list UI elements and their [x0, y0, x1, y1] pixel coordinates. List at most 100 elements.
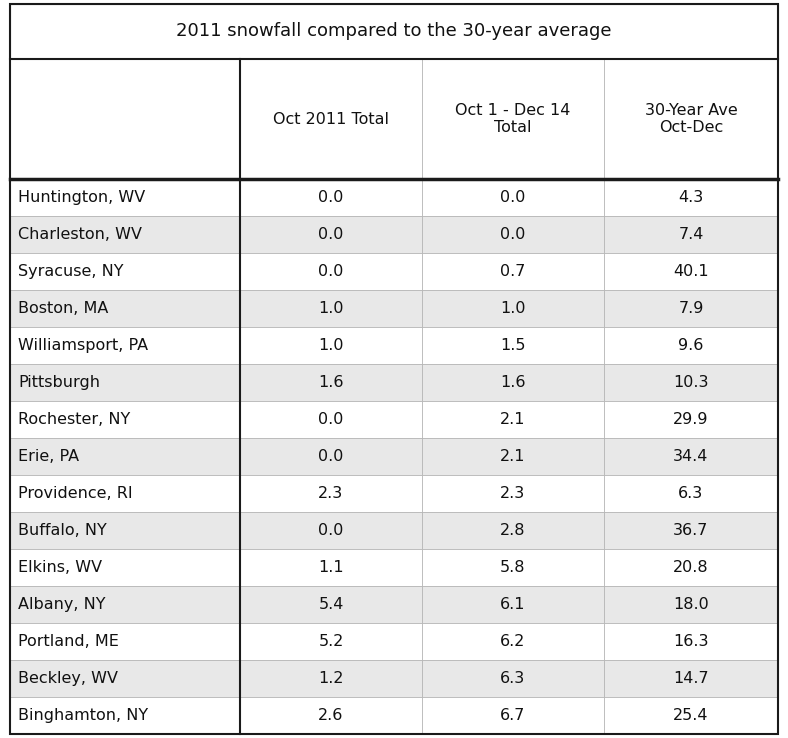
Bar — [422, 586, 604, 623]
Bar — [240, 364, 422, 401]
Bar — [604, 179, 778, 216]
Text: 2.1: 2.1 — [500, 449, 526, 464]
Bar — [604, 327, 778, 364]
Bar — [422, 290, 604, 327]
Bar — [422, 179, 604, 216]
Bar — [604, 216, 778, 253]
Text: 2.3: 2.3 — [500, 486, 526, 501]
Text: Albany, NY: Albany, NY — [18, 597, 106, 612]
Text: Oct 1 - Dec 14
Total: Oct 1 - Dec 14 Total — [455, 103, 571, 135]
Text: 36.7: 36.7 — [673, 523, 708, 538]
Text: Charleston, WV: Charleston, WV — [18, 227, 142, 242]
Text: Portland, ME: Portland, ME — [18, 634, 119, 649]
Text: Buffalo, NY: Buffalo, NY — [18, 523, 106, 538]
Bar — [422, 697, 604, 734]
Text: 30-Year Ave
Oct-Dec: 30-Year Ave Oct-Dec — [645, 103, 738, 135]
Bar — [422, 549, 604, 586]
Text: Binghamton, NY: Binghamton, NY — [18, 708, 148, 723]
Bar — [10, 549, 240, 586]
Text: Pittsburgh: Pittsburgh — [18, 375, 100, 390]
Text: 10.3: 10.3 — [673, 375, 708, 390]
Text: 0.0: 0.0 — [318, 412, 344, 427]
Text: 29.9: 29.9 — [673, 412, 708, 427]
Bar — [422, 660, 604, 697]
Bar — [10, 216, 240, 253]
Bar — [240, 216, 422, 253]
Bar — [604, 364, 778, 401]
Text: Huntington, WV: Huntington, WV — [18, 190, 145, 205]
Text: 1.6: 1.6 — [318, 375, 344, 390]
Bar — [10, 327, 240, 364]
Bar — [604, 586, 778, 623]
Text: Providence, RI: Providence, RI — [18, 486, 132, 501]
Bar — [10, 253, 240, 290]
Bar — [604, 59, 778, 179]
Text: 25.4: 25.4 — [673, 708, 708, 723]
Bar — [604, 512, 778, 549]
Bar — [604, 475, 778, 512]
Text: Rochester, NY: Rochester, NY — [18, 412, 130, 427]
Text: 14.7: 14.7 — [673, 671, 709, 686]
Bar — [10, 438, 240, 475]
Text: 7.4: 7.4 — [678, 227, 704, 242]
Text: 0.0: 0.0 — [500, 227, 526, 242]
Bar — [604, 438, 778, 475]
Text: Elkins, WV: Elkins, WV — [18, 560, 102, 575]
Text: 18.0: 18.0 — [673, 597, 709, 612]
Bar — [10, 401, 240, 438]
Text: 1.1: 1.1 — [318, 560, 344, 575]
Bar — [10, 512, 240, 549]
Text: 2.8: 2.8 — [500, 523, 526, 538]
Bar — [422, 401, 604, 438]
Bar — [422, 253, 604, 290]
Text: 16.3: 16.3 — [673, 634, 708, 649]
Text: 4.3: 4.3 — [678, 190, 704, 205]
Text: 6.3: 6.3 — [678, 486, 704, 501]
Bar — [240, 253, 422, 290]
Text: 20.8: 20.8 — [673, 560, 709, 575]
Bar — [240, 59, 422, 179]
Text: 34.4: 34.4 — [673, 449, 708, 464]
Text: 5.2: 5.2 — [318, 634, 344, 649]
Bar — [10, 179, 240, 216]
Text: 7.9: 7.9 — [678, 301, 704, 316]
Bar — [604, 623, 778, 660]
Bar — [240, 512, 422, 549]
Text: 0.0: 0.0 — [318, 190, 344, 205]
Text: 0.0: 0.0 — [500, 190, 526, 205]
Text: 1.0: 1.0 — [318, 338, 344, 353]
Bar — [240, 438, 422, 475]
Bar — [240, 623, 422, 660]
Bar — [10, 660, 240, 697]
Text: 5.4: 5.4 — [318, 597, 344, 612]
Text: 1.5: 1.5 — [500, 338, 526, 353]
Text: 6.7: 6.7 — [500, 708, 526, 723]
Bar — [604, 290, 778, 327]
Bar — [422, 327, 604, 364]
Text: Oct 2011 Total: Oct 2011 Total — [273, 111, 389, 126]
Bar — [604, 253, 778, 290]
Bar — [240, 586, 422, 623]
Text: 0.0: 0.0 — [318, 523, 344, 538]
Text: 0.7: 0.7 — [500, 264, 526, 279]
Bar — [10, 290, 240, 327]
Bar — [10, 697, 240, 734]
Text: 2.3: 2.3 — [318, 486, 344, 501]
Bar — [604, 401, 778, 438]
Bar — [240, 401, 422, 438]
Bar — [422, 623, 604, 660]
Text: 6.3: 6.3 — [500, 671, 526, 686]
Bar — [10, 623, 240, 660]
Text: Boston, MA: Boston, MA — [18, 301, 109, 316]
Text: 6.1: 6.1 — [500, 597, 526, 612]
Bar — [422, 216, 604, 253]
Text: 2.1: 2.1 — [500, 412, 526, 427]
Bar — [240, 549, 422, 586]
Text: 0.0: 0.0 — [318, 227, 344, 242]
Bar — [422, 512, 604, 549]
Bar — [10, 475, 240, 512]
Text: 2011 snowfall compared to the 30-year average: 2011 snowfall compared to the 30-year av… — [177, 22, 611, 41]
Bar — [240, 290, 422, 327]
Text: 6.2: 6.2 — [500, 634, 526, 649]
Text: 1.6: 1.6 — [500, 375, 526, 390]
